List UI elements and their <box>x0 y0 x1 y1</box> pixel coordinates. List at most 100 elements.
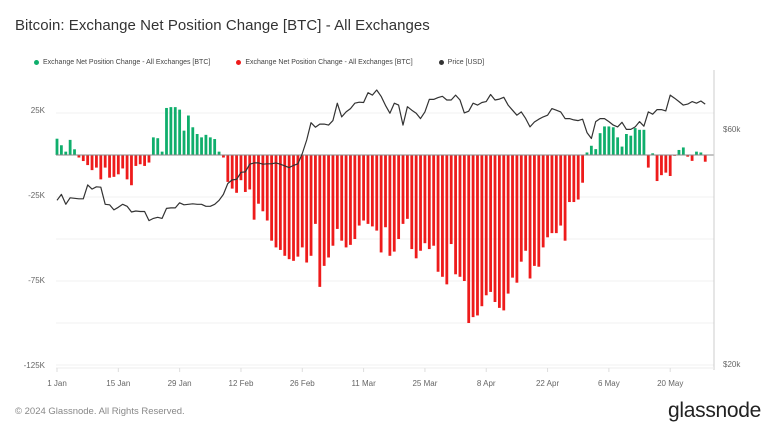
bar-negative <box>559 155 563 226</box>
bar-negative <box>432 155 436 246</box>
bar-negative <box>314 155 317 224</box>
bar-negative <box>515 155 519 283</box>
bar-negative <box>116 155 120 175</box>
bar-negative <box>449 155 453 245</box>
legend: Exchange Net Position Change - All Excha… <box>34 59 510 66</box>
bar-negative <box>414 155 418 259</box>
bar-positive <box>681 147 685 155</box>
legend-dot-green-icon <box>34 60 39 65</box>
bar-negative <box>445 155 449 285</box>
bar-negative <box>554 155 558 234</box>
glassnode-logo: glassnode <box>668 399 762 422</box>
bar-negative <box>550 155 554 234</box>
y-left-tick: -125K <box>24 361 46 370</box>
y-right-tick: $20k <box>723 360 741 369</box>
x-tick-label: 6 May <box>598 379 620 388</box>
x-tick-label: 26 Feb <box>290 379 315 388</box>
bar-positive <box>169 107 173 155</box>
bar-positive <box>156 138 160 155</box>
bar-negative <box>480 155 484 307</box>
bar-negative <box>660 155 663 176</box>
bar-negative <box>568 155 571 203</box>
bar-positive <box>182 130 186 155</box>
bar-positive <box>589 145 593 155</box>
bar-negative <box>248 155 252 190</box>
x-tick-label: 29 Jan <box>168 379 192 388</box>
bar-negative <box>401 155 405 224</box>
chart-title: Bitcoin: Exchange Net Position Change [B… <box>15 17 430 34</box>
bar-negative <box>90 155 94 171</box>
bar-negative <box>95 155 98 168</box>
bar-negative <box>581 155 584 183</box>
bar-negative <box>278 155 282 250</box>
bar-negative <box>270 155 274 241</box>
bar-positive <box>611 127 615 155</box>
bar-negative <box>322 155 326 266</box>
bar-positive <box>677 149 681 155</box>
bar-negative <box>546 155 549 238</box>
bar-negative <box>506 155 510 294</box>
bar-negative <box>331 155 335 246</box>
bar-negative <box>287 155 291 260</box>
bar-negative <box>388 155 392 256</box>
bar-negative <box>686 155 690 157</box>
bar-positive <box>217 151 221 155</box>
bar-negative <box>690 155 694 161</box>
x-tick-label: 11 Mar <box>351 379 376 388</box>
bar-negative <box>519 155 523 262</box>
x-tick-label: 25 Mar <box>412 379 437 388</box>
bar-positive <box>638 129 641 155</box>
bar-negative <box>497 155 501 308</box>
bar-negative <box>370 155 374 227</box>
bar-negative <box>646 155 650 168</box>
bar-negative <box>99 155 103 180</box>
bar-negative <box>112 155 116 177</box>
bar-positive <box>603 126 606 155</box>
bar-negative <box>318 155 322 287</box>
bar-negative <box>81 155 85 162</box>
bar-negative <box>327 155 330 258</box>
x-tick-label: 8 Apr <box>477 379 496 388</box>
x-tick-label: 20 May <box>657 379 683 388</box>
bar-negative <box>533 155 536 266</box>
bar-negative <box>454 155 457 275</box>
bar-negative <box>366 155 370 224</box>
bar-positive <box>200 137 203 155</box>
bar-positive <box>151 137 155 155</box>
bar-negative <box>147 155 151 163</box>
bar-negative <box>300 155 304 248</box>
bar-negative <box>375 155 379 231</box>
bar-negative <box>103 155 107 168</box>
x-tick-label: 15 Jan <box>106 379 130 388</box>
bar-negative <box>484 155 488 296</box>
bar-negative <box>703 155 707 162</box>
bar-positive <box>629 135 633 155</box>
bar-negative <box>502 155 506 311</box>
bar-positive <box>165 107 168 155</box>
bar-negative <box>379 155 383 253</box>
bar-negative <box>489 155 493 292</box>
bar-positive <box>699 152 703 155</box>
bar-negative <box>230 155 234 189</box>
bar-negative <box>458 155 462 277</box>
bar-positive <box>625 134 628 155</box>
bar-positive <box>616 137 620 155</box>
bar-negative <box>296 155 300 257</box>
bar-negative <box>222 155 225 158</box>
bar-negative <box>77 155 81 158</box>
legend-dot-black-icon <box>438 60 444 65</box>
bar-negative <box>143 155 146 166</box>
legend-item-negative[interactable]: Exchange Net Position Change - All Excha… <box>236 59 413 66</box>
bar-positive <box>585 152 589 155</box>
bar-negative <box>357 155 361 226</box>
bar-negative <box>419 155 422 251</box>
bar-negative <box>243 155 247 192</box>
bar-negative <box>668 155 672 176</box>
bar-negative <box>406 155 409 219</box>
legend-item-positive[interactable]: Exchange Net Position Change - All Excha… <box>34 59 210 66</box>
bar-negative <box>441 155 444 277</box>
bar-negative <box>252 155 256 220</box>
bar-negative <box>462 155 466 281</box>
legend-item-price[interactable]: Price [USD] <box>438 59 484 66</box>
